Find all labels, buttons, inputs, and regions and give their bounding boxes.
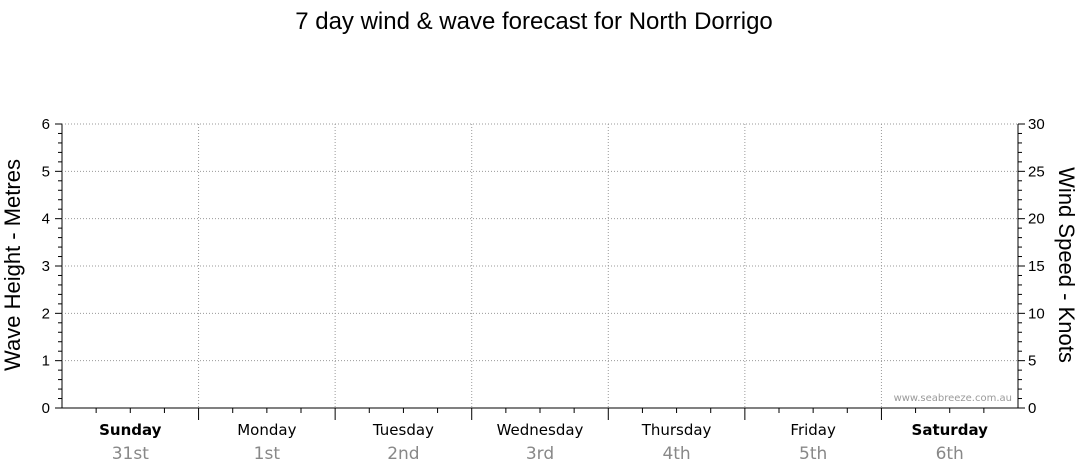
date-label: 3rd <box>526 444 554 464</box>
y-right-tick-label: 30 <box>1028 116 1045 133</box>
date-label: 1st <box>254 444 281 464</box>
date-label: 2nd <box>387 444 419 464</box>
y-right-tick-label: 20 <box>1028 211 1045 228</box>
day-label: Saturday <box>912 421 989 439</box>
day-label: Friday <box>790 421 836 439</box>
y-left-tick-label: 4 <box>42 211 50 228</box>
date-label: 5th <box>799 444 827 464</box>
y-right-tick-label: 10 <box>1028 305 1045 322</box>
y-left-tick-label: 5 <box>42 163 50 180</box>
y-axis-left-title: Wave Height - Metres <box>0 159 25 371</box>
y-left-tick-label: 3 <box>42 258 50 275</box>
y-left-tick-label: 1 <box>42 353 50 370</box>
day-label: Wednesday <box>497 421 584 439</box>
day-label: Monday <box>237 421 296 439</box>
y-left-tick-label: 0 <box>42 400 50 417</box>
day-label: Sunday <box>99 421 162 439</box>
date-label: 6th <box>936 444 964 464</box>
y-right-tick-label: 0 <box>1028 400 1036 417</box>
y-right-tick-label: 5 <box>1028 353 1036 370</box>
date-label: 4th <box>662 444 690 464</box>
y-left-tick-label: 6 <box>42 116 50 133</box>
chart-title: 7 day wind & wave forecast for North Dor… <box>295 8 773 35</box>
day-label: Thursday <box>641 421 712 439</box>
y-left-tick-label: 2 <box>42 305 50 322</box>
date-label: 31st <box>112 444 149 464</box>
y-right-tick-label: 25 <box>1028 163 1045 180</box>
watermark: www.seabreeze.com.au <box>894 393 1012 404</box>
y-right-tick-label: 15 <box>1028 258 1045 275</box>
day-label: Tuesday <box>372 421 434 439</box>
y-axis-right-title: Wind Speed - Knots <box>1054 167 1079 363</box>
